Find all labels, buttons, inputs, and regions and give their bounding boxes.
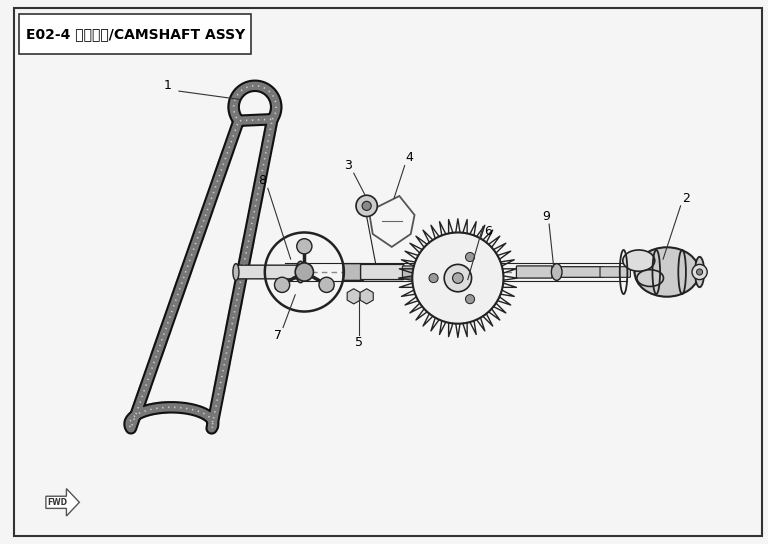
FancyBboxPatch shape [343,264,363,280]
Text: 1: 1 [164,79,171,92]
Circle shape [319,277,334,293]
Circle shape [697,269,703,275]
Text: 8: 8 [259,174,266,187]
Circle shape [362,201,371,211]
Ellipse shape [637,270,664,287]
Circle shape [444,264,472,292]
Text: FWD: FWD [48,498,68,507]
Ellipse shape [296,261,305,283]
Circle shape [412,232,504,324]
Text: 4: 4 [406,151,413,164]
FancyBboxPatch shape [234,265,302,279]
Polygon shape [46,489,79,516]
Text: 7: 7 [273,329,282,342]
Text: 2: 2 [682,192,690,205]
FancyBboxPatch shape [361,264,404,280]
Circle shape [295,263,313,281]
Circle shape [692,264,707,280]
Circle shape [356,195,377,217]
Circle shape [274,277,290,293]
FancyBboxPatch shape [560,267,603,277]
Ellipse shape [634,248,699,296]
FancyBboxPatch shape [516,266,552,278]
Circle shape [465,252,475,262]
Text: 6: 6 [485,225,492,238]
Ellipse shape [233,264,239,280]
FancyBboxPatch shape [600,267,631,277]
Text: 3: 3 [345,159,353,172]
Ellipse shape [551,264,562,280]
Text: 9: 9 [542,210,550,223]
Circle shape [296,239,312,254]
Circle shape [429,274,438,283]
Text: 5: 5 [355,336,363,349]
Text: E02-4 凸轮轴组/CAMSHAFT ASSY: E02-4 凸轮轴组/CAMSHAFT ASSY [26,27,245,41]
FancyBboxPatch shape [402,266,419,278]
Ellipse shape [623,250,655,271]
Bar [19,14,251,54]
Circle shape [452,273,463,283]
Circle shape [465,295,475,304]
Ellipse shape [695,257,704,287]
